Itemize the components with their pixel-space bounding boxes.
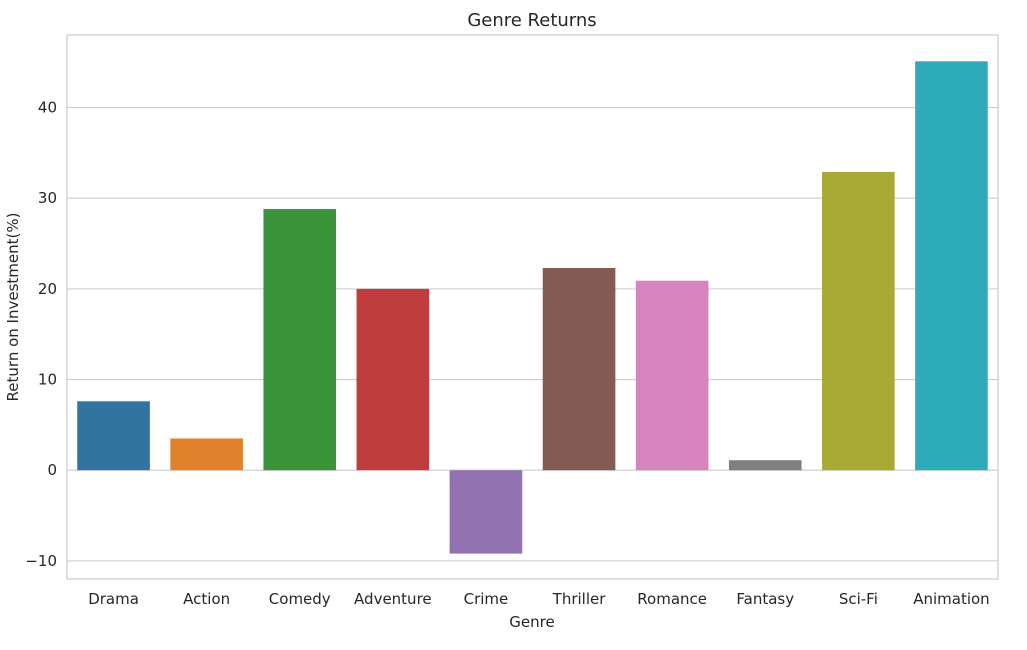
x-tick-label: Comedy — [269, 590, 331, 608]
y-axis-label: Return on Investment(%) — [4, 213, 22, 402]
bar-fantasy — [728, 460, 802, 471]
bar-action — [170, 438, 243, 471]
bar-thriller — [542, 268, 616, 471]
y-tick-label: 10 — [38, 371, 57, 389]
x-tick-label: Action — [183, 590, 230, 608]
bar-crime — [449, 470, 523, 554]
x-tick-labels: Drama Action Comedy Adventure Crime Thriller R… — [88, 590, 990, 608]
bar-adventure — [356, 288, 430, 471]
chart-title: Genre Returns — [467, 10, 596, 31]
bar-animation — [915, 61, 988, 471]
x-tick-label: Animation — [913, 590, 989, 608]
x-tick-label: Thriller — [552, 590, 607, 608]
x-tick-label: Fantasy — [736, 590, 794, 608]
x-tick-label: Crime — [464, 590, 509, 608]
y-tick-label: 20 — [38, 280, 57, 298]
x-axis-label: Genre — [509, 613, 554, 631]
bar-comedy — [263, 209, 337, 471]
y-tick-label: 30 — [38, 189, 57, 207]
x-tick-label: Drama — [88, 590, 139, 608]
x-tick-label: Adventure — [354, 590, 432, 608]
bar-romance — [635, 280, 709, 471]
bars — [77, 61, 988, 554]
y-tick-label: 0 — [47, 461, 57, 479]
y-tick-label: −10 — [25, 552, 57, 570]
x-tick-label: Sci-Fi — [839, 590, 878, 608]
bar-drama — [77, 401, 150, 471]
x-tick-label: Romance — [637, 590, 707, 608]
bar-sci-fi — [822, 171, 895, 471]
plot-frame — [66, 34, 999, 580]
y-tick-labels: −10 0 10 20 30 40 — [25, 99, 57, 570]
y-tick-label: 40 — [38, 99, 57, 117]
